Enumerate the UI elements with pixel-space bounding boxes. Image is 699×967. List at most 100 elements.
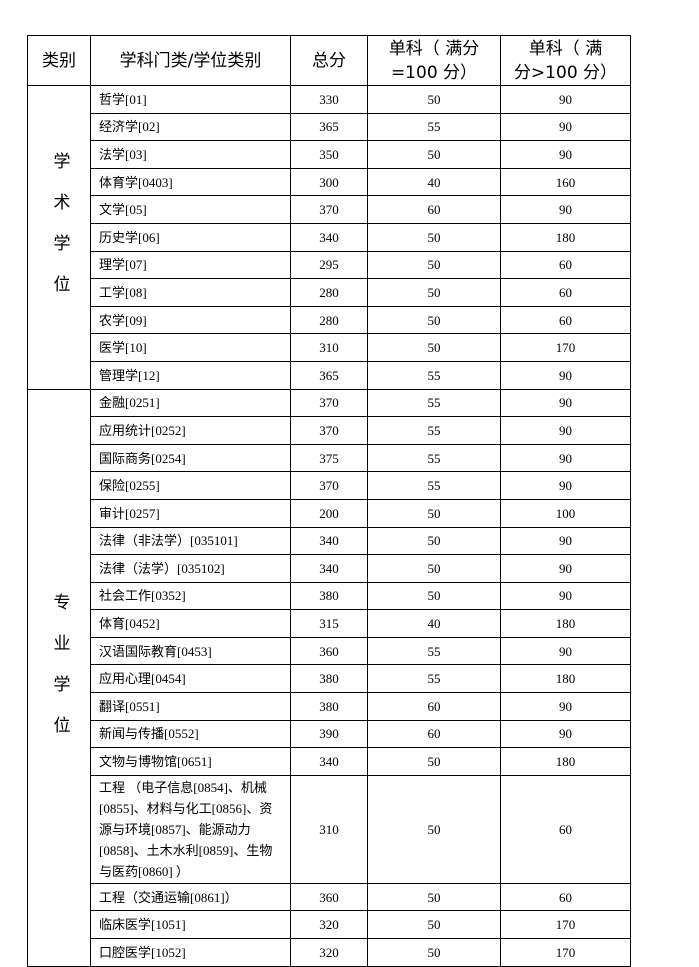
score-table: 类别 学科门类/学位类别 总分 单科（ 满分 =100 分） 单科（ 满 分>100 分… [27, 35, 631, 967]
table-row: 新闻与传播[0552] 390 60 90 [28, 719, 631, 749]
subject-cell: 应用心理[0454] [90, 664, 291, 694]
table-row: 口腔医学[1052] 320 50 170 [28, 938, 631, 967]
subject-cell: 文物与博物馆[0651] [90, 747, 291, 776]
table-row: 工程（交通运输[0861]） 360 50 60 [28, 882, 631, 912]
single-over-100: 60 [500, 774, 631, 884]
single-over-100: 60 [500, 278, 631, 307]
header-cell: 类别 [27, 35, 91, 86]
total-score: 320 [290, 910, 368, 940]
subject-cell: 国际商务[0254] [90, 443, 291, 473]
single-over-100: 170 [500, 333, 631, 362]
table-row: 翻译[0551] 380 60 90 [28, 692, 631, 721]
single-over-100: 90 [500, 719, 631, 749]
single-over-100: 170 [500, 910, 631, 940]
single-over-100: 180 [500, 222, 631, 252]
total-score: 200 [290, 498, 368, 528]
subject-cell: 文学[05] [90, 195, 291, 224]
table-row: 文学[05] 370 60 90 [28, 195, 631, 224]
total-score: 280 [290, 305, 368, 335]
total-score: 340 [290, 554, 368, 583]
single-100: 60 [367, 195, 501, 224]
single-100: 50 [367, 498, 501, 528]
subject-cell: 审计[0257] [90, 498, 291, 528]
table-row: 医学[10] 310 50 170 [28, 333, 631, 362]
single-100: 60 [367, 719, 501, 749]
subject-cell: 临床医学[1051] [90, 910, 291, 940]
single-over-100: 90 [500, 526, 631, 556]
single-100: 55 [367, 112, 501, 142]
table-row: 审计[0257] 200 50 100 [28, 498, 631, 528]
single-100: 55 [367, 388, 501, 418]
single-100: 50 [367, 581, 501, 611]
group-cell: 学术学位 [27, 85, 91, 390]
group-label: 学术学位 [49, 152, 70, 317]
total-score: 300 [290, 167, 368, 197]
single-100: 40 [367, 609, 501, 638]
single-100: 50 [367, 140, 501, 169]
subject-cell: 体育学[0403] [90, 167, 291, 197]
total-score: 295 [290, 250, 368, 280]
total-score: 370 [290, 388, 368, 418]
subject-cell: 金融[0251] [90, 388, 291, 418]
header-cell: 单科（ 满分 =100 分） [367, 35, 501, 86]
single-100: 50 [367, 774, 501, 884]
total-score: 340 [290, 222, 368, 252]
subject-cell: 管理学[12] [90, 360, 291, 390]
single-over-100: 90 [500, 443, 631, 473]
single-over-100: 180 [500, 609, 631, 638]
single-100: 50 [367, 938, 501, 967]
single-100: 55 [367, 443, 501, 473]
table-row: 保险[0255] 370 55 90 [28, 471, 631, 500]
single-over-100: 90 [500, 360, 631, 390]
total-score: 360 [290, 882, 368, 912]
group-cell: 专业学位 [27, 388, 91, 967]
single-100: 55 [367, 471, 501, 500]
single-over-100: 100 [500, 498, 631, 528]
group-label: 专业学位 [49, 592, 70, 757]
subject-cell: 口腔医学[1052] [90, 938, 291, 967]
total-score: 350 [290, 140, 368, 169]
total-score: 370 [290, 195, 368, 224]
subject-cell: 工学[08] [90, 278, 291, 307]
single-100: 50 [367, 222, 501, 252]
total-score: 315 [290, 609, 368, 638]
subject-cell: 翻译[0551] [90, 692, 291, 721]
table-row: 工程 （电子信息[0854]、机械[0855]、材料与化工[0856]、资源与环… [28, 774, 631, 884]
single-over-100: 180 [500, 747, 631, 776]
total-score: 320 [290, 938, 368, 967]
total-score: 365 [290, 112, 368, 142]
single-over-100: 90 [500, 140, 631, 169]
single-100: 50 [367, 747, 501, 776]
single-over-100: 170 [500, 938, 631, 967]
subject-cell: 农学[09] [90, 305, 291, 335]
single-over-100: 90 [500, 692, 631, 721]
subject-cell: 法律（法学）[035102] [90, 554, 291, 583]
single-over-100: 90 [500, 416, 631, 445]
total-score: 360 [290, 636, 368, 666]
table-row: 体育[0452] 315 40 180 [28, 609, 631, 638]
table-row: 专业学位 金融[0251] 370 55 90 [27, 388, 631, 967]
header-row: 类别 学科门类/学位类别 总分 单科（ 满分 =100 分） 单科（ 满 分>100 分… [27, 35, 631, 86]
subject-cell: 历史学[06] [90, 222, 291, 252]
total-score: 380 [290, 664, 368, 694]
total-score: 380 [290, 692, 368, 721]
single-100: 55 [367, 636, 501, 666]
total-score: 330 [290, 85, 368, 114]
total-score: 375 [290, 443, 368, 473]
total-score: 390 [290, 719, 368, 749]
table-row: 学术学位 哲学[01] 330 50 90 [27, 85, 631, 390]
subject-cell: 哲学[01] [90, 85, 291, 114]
subject-cell: 汉语国际教育[0453] [90, 636, 291, 666]
subject-cell: 体育[0452] [90, 609, 291, 638]
total-score: 340 [290, 526, 368, 556]
single-100: 50 [367, 333, 501, 362]
single-100: 60 [367, 692, 501, 721]
subject-cell: 应用统计[0252] [90, 416, 291, 445]
single-100: 55 [367, 360, 501, 390]
single-100: 50 [367, 85, 501, 114]
single-100: 50 [367, 278, 501, 307]
total-score: 310 [290, 774, 368, 884]
single-100: 50 [367, 554, 501, 583]
table-row: 体育学[0403] 300 40 160 [28, 167, 631, 197]
single-100: 40 [367, 167, 501, 197]
